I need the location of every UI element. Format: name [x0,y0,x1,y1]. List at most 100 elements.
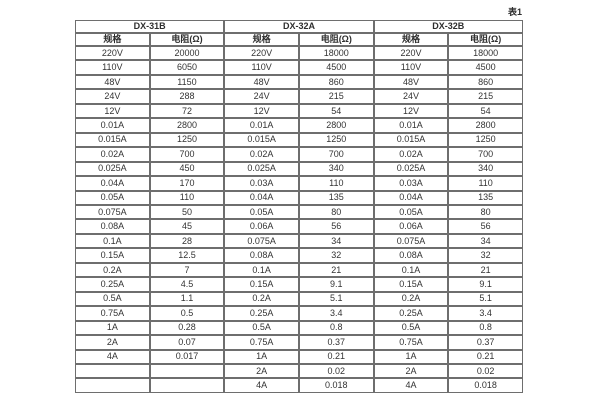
table-row: 0.05A 110 0.04A 135 0.04A 135 [75,190,523,205]
resistance-cell: 6050 [149,60,225,75]
resistance-cell: 0.02 [448,363,523,379]
spec-cell: 0.04A [75,176,150,191]
spec-cell: 0.075A [75,204,150,220]
spec-cell: 24V [75,89,150,104]
spec-cell: 0.25A [373,306,449,321]
resistance-cell: 0.5 [149,306,225,321]
resistance-cell: 9.1 [298,277,374,292]
resistance-cell: 110 [448,176,523,191]
spec-cell: 0.05A [373,204,449,220]
resistance-cell: 21 [448,262,523,278]
spec-cell: 0.5A [75,291,150,307]
spec-cell: 0.05A [224,204,299,220]
resistance-cell: 3.4 [298,306,374,321]
resistance-cell: 5.1 [448,291,523,307]
resistance-cell: 700 [448,147,523,162]
spec-cell: 0.075A [373,233,449,249]
resistance-cell: 32 [448,248,523,263]
resistance-cell: 18000 [298,46,374,61]
column-header: 规格 [224,33,299,46]
table-row: 48V 1150 48V 860 48V 860 [75,74,523,90]
table-head: DX-31B DX-32A DX-32B 规格 电阻(Ω) 规格 电阻(Ω) 规格 电阻(Ω) [75,20,523,46]
group-header-DX-32B: DX-32B [373,20,523,33]
spec-cell: 0.08A [224,248,299,263]
resistance-cell: 7 [149,262,225,278]
spec-cell: 0.01A [373,118,449,133]
spec-cell: 0.05A [75,190,150,205]
resistance-cell: 0.37 [298,335,374,350]
spec-cell: 24V [224,89,299,104]
group-header-row: DX-31B DX-32A DX-32B [75,20,523,33]
spec-cell: 0.04A [224,190,299,205]
resistance-spec-table: DX-31B DX-32A DX-32B 规格 电阻(Ω) 规格 电阻(Ω) 规格 电阻(Ω) … [75,20,523,393]
spec-cell: 0.08A [373,248,449,263]
resistance-cell: 4500 [448,60,523,75]
resistance-cell: 1250 [298,132,374,148]
spec-cell: 0.025A [373,161,449,177]
spec-cell: 4A [373,378,449,393]
spec-cell: 0.025A [75,161,150,177]
resistance-cell: 72 [149,103,225,119]
resistance-cell: 288 [149,89,225,104]
resistance-cell: 860 [298,74,374,90]
spec-cell: 0.15A [373,277,449,292]
table-row: 0.2A 7 0.1A 21 0.1A 21 [75,262,523,278]
spec-cell: 0.04A [373,190,449,205]
spec-cell: 48V [75,74,150,90]
spec-cell: 220V [224,46,299,61]
column-header: 电阻(Ω) [448,33,523,46]
spec-cell: 110V [373,60,449,75]
table-row: 0.075A 50 0.05A 80 0.05A 80 [75,204,523,220]
spec-cell: 110V [75,60,150,75]
spec-cell: 0.06A [224,219,299,234]
spec-cell: 48V [224,74,299,90]
table-row: 2A 0.07 0.75A 0.37 0.75A 0.37 [75,335,523,350]
resistance-cell: 54 [448,103,523,119]
resistance-cell: 28 [149,233,225,249]
resistance-cell: 1.1 [149,291,225,307]
spec-cell: 0.1A [224,262,299,278]
resistance-cell: 9.1 [448,277,523,292]
group-header-DX-32A: DX-32A [224,20,374,33]
resistance-cell: 80 [448,204,523,220]
spec-cell: 0.015A [373,132,449,148]
resistance-cell: 12.5 [149,248,225,263]
resistance-cell: 0.017 [149,349,225,364]
resistance-cell: 0.018 [448,378,523,393]
table-row: 0.015A 1250 0.015A 1250 0.015A 1250 [75,132,523,148]
resistance-cell: 135 [298,190,374,205]
resistance-cell: 3.4 [448,306,523,321]
resistance-cell: 215 [448,89,523,104]
spec-cell: 110V [224,60,299,75]
resistance-cell: 18000 [448,46,523,61]
spec-cell: 0.03A [224,176,299,191]
spec-cell: 0.25A [224,306,299,321]
spec-cell: 4A [75,349,150,364]
resistance-cell: 860 [448,74,523,90]
resistance-cell: 1250 [149,132,225,148]
resistance-cell: 0.21 [298,349,374,364]
spec-cell: 0.02A [373,147,449,162]
table-row: 0.15A 12.5 0.08A 32 0.08A 32 [75,248,523,263]
resistance-cell: 0.8 [298,320,374,336]
table-row: 0.04A 170 0.03A 110 0.03A 110 [75,176,523,191]
table-row: 4A 0.017 1A 0.21 1A 0.21 [75,349,523,364]
table-row: 0.025A 450 0.025A 340 0.025A 340 [75,161,523,177]
spec-cell: 0.2A [373,291,449,307]
spec-cell [75,378,150,393]
spec-cell: 48V [373,74,449,90]
spec-cell: 0.06A [373,219,449,234]
spec-cell: 0.025A [224,161,299,177]
resistance-cell: 1250 [448,132,523,148]
spec-cell: 0.015A [75,132,150,148]
spec-cell: 0.01A [75,118,150,133]
spec-cell: 0.2A [75,262,150,278]
resistance-cell: 110 [298,176,374,191]
table-row: 0.1A 28 0.075A 34 0.075A 34 [75,233,523,249]
table-row: 0.75A 0.5 0.25A 3.4 0.25A 3.4 [75,306,523,321]
resistance-cell: 340 [448,161,523,177]
spec-cell: 2A [224,363,299,379]
spec-cell: 4A [224,378,299,393]
resistance-cell: 34 [448,233,523,249]
